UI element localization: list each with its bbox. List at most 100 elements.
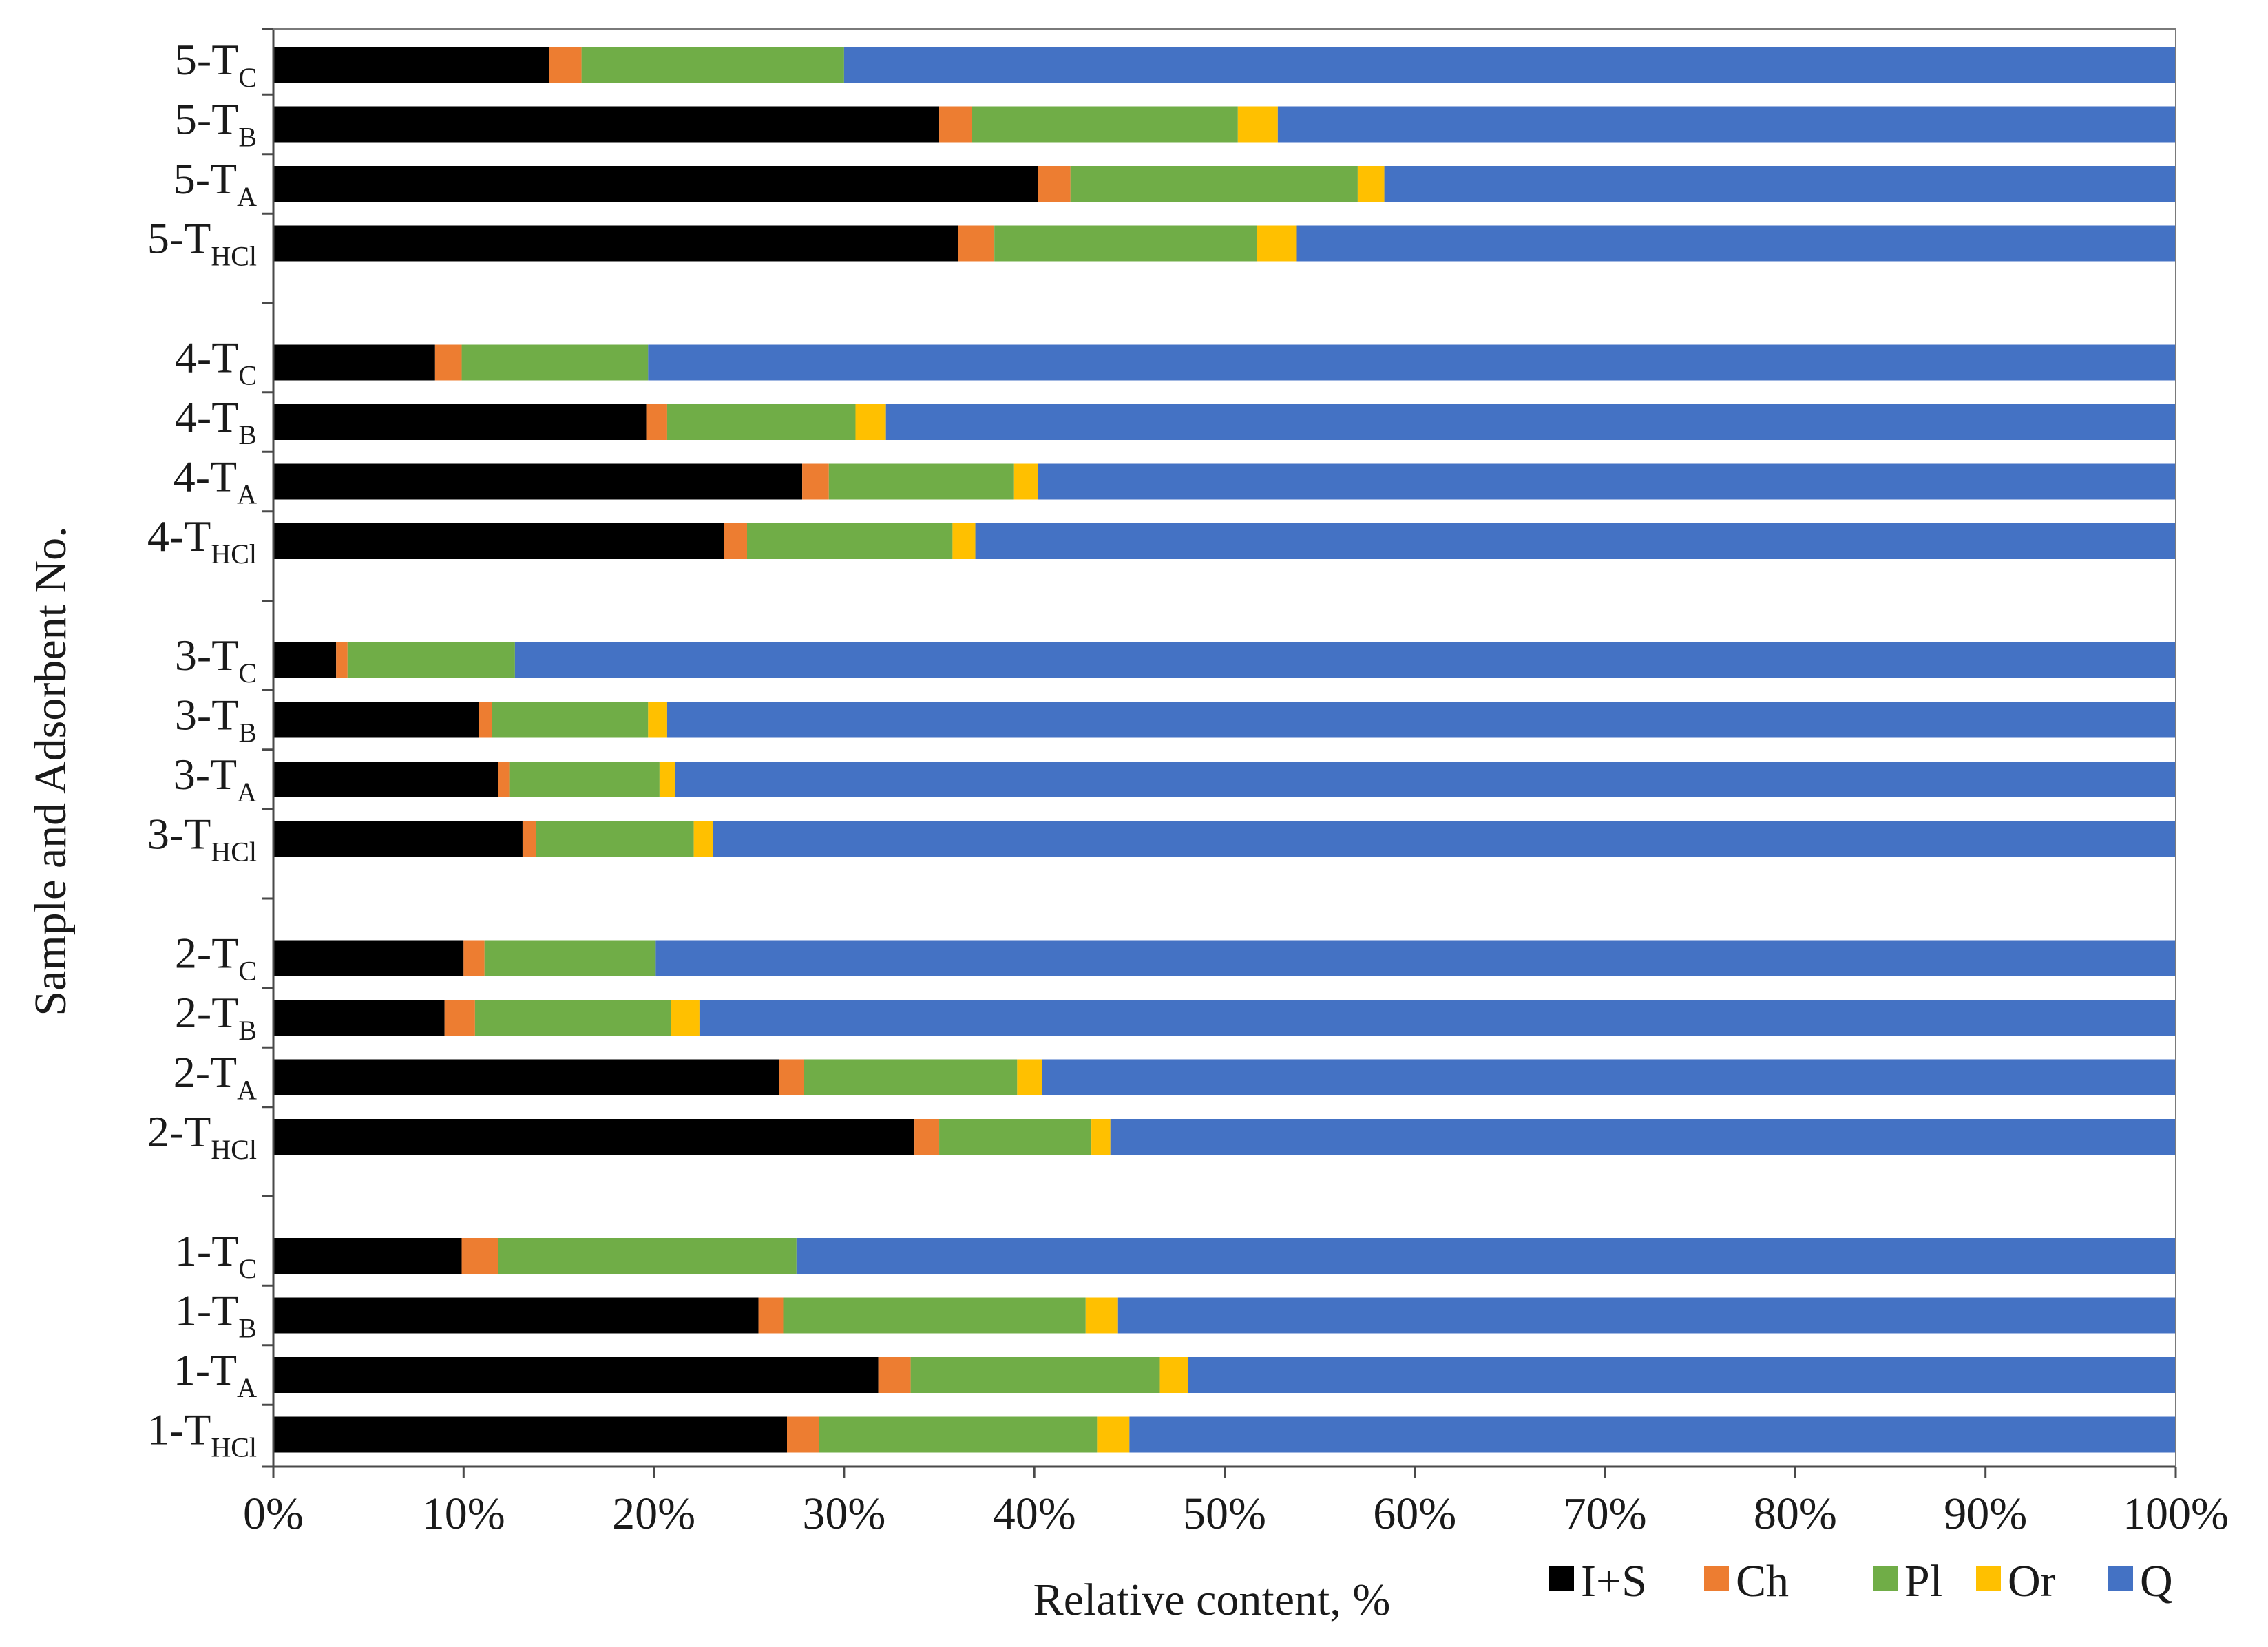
bar-segment-pl-1 <box>581 47 844 83</box>
y-category-main: 5-T <box>175 95 238 144</box>
bar-segment-is-8 <box>273 523 724 559</box>
y-category-label: 1-TC <box>175 1226 257 1284</box>
y-category-label: 2-TB <box>175 988 257 1046</box>
bar-segment-is-4 <box>273 225 958 262</box>
bar-segment-pl-5 <box>461 344 649 381</box>
bar-segment-pl-14 <box>474 1000 671 1036</box>
bar-segment-or-12 <box>693 821 713 857</box>
legend-label-is: I+S <box>1581 1556 1647 1606</box>
bar-segment-pl-13 <box>484 940 656 976</box>
legend-label-or: Or <box>2008 1556 2056 1606</box>
bar-segment-ch-18 <box>758 1297 784 1334</box>
bar-segment-ch-19 <box>878 1357 911 1393</box>
legend-swatch-or <box>1976 1566 2001 1591</box>
bar-segment-is-11 <box>273 762 498 797</box>
y-category-main: 2-T <box>175 988 238 1037</box>
bar-segment-ch-2 <box>939 106 972 143</box>
bar-segment-or-2 <box>1237 106 1278 143</box>
y-category-label: 3-THCl <box>147 810 257 868</box>
bar-segment-q-12 <box>713 821 2176 857</box>
bar-segment-or-7 <box>1013 463 1038 500</box>
bar-segment-is-5 <box>273 344 435 381</box>
bar-segment-pl-4 <box>994 225 1257 262</box>
bar-segment-is-9 <box>273 642 337 678</box>
y-category-main: 5-T <box>174 154 237 203</box>
legend-swatch-q <box>2108 1566 2133 1591</box>
legend-swatch-is <box>1549 1566 1574 1591</box>
x-tick-label: 20% <box>612 1489 695 1539</box>
y-category-main: 5-T <box>147 214 211 263</box>
bar-segment-q-1 <box>843 47 2176 83</box>
bar-segment-ch-14 <box>444 1000 475 1036</box>
bar-segment-pl-9 <box>347 642 515 678</box>
bar-segment-ch-4 <box>958 225 995 262</box>
y-category-main: 2-T <box>175 929 238 978</box>
bar-segment-or-15 <box>1017 1059 1042 1095</box>
bar-segment-pl-20 <box>819 1416 1098 1453</box>
y-category-subscript: A <box>237 181 257 212</box>
x-tick-label: 40% <box>993 1489 1076 1539</box>
y-category-subscript: B <box>238 419 257 450</box>
bar-segment-is-13 <box>273 940 464 976</box>
y-category-main: 3-T <box>175 631 238 680</box>
x-tick-label: 60% <box>1373 1489 1456 1539</box>
y-category-main: 4-T <box>175 333 238 382</box>
bar-segment-or-19 <box>1159 1357 1189 1393</box>
y-category-label: 2-THCl <box>147 1107 257 1165</box>
y-category-label: 2-TC <box>175 929 257 987</box>
bar-segment-ch-13 <box>463 940 485 976</box>
bar-segment-or-6 <box>855 404 886 440</box>
y-category-main: 1-T <box>175 1286 238 1335</box>
bar-segment-ch-20 <box>787 1416 819 1453</box>
y-category-label: 1-TB <box>175 1286 257 1344</box>
bar-segment-pl-16 <box>939 1119 1092 1155</box>
bar-segment-ch-7 <box>802 463 829 500</box>
y-category-subscript: B <box>238 1313 257 1344</box>
y-category-label: 3-TC <box>175 631 257 689</box>
bar-segment-q-3 <box>1384 166 2176 202</box>
y-category-label: 4-TB <box>175 392 257 450</box>
y-category-subscript: C <box>238 658 257 689</box>
legend-label-pl: Pl <box>1904 1556 1942 1606</box>
y-category-label: 5-TB <box>175 95 257 153</box>
bar-segment-pl-19 <box>910 1357 1160 1393</box>
bar-segment-pl-15 <box>804 1059 1018 1095</box>
y-category-subscript: C <box>238 360 257 391</box>
bar-segment-is-1 <box>273 47 549 83</box>
bar-segment-ch-8 <box>724 523 747 559</box>
bar-segment-or-3 <box>1357 166 1385 202</box>
bar-segment-pl-18 <box>783 1297 1086 1334</box>
bar-segment-is-19 <box>273 1357 879 1393</box>
y-category-subscript: B <box>238 122 257 153</box>
y-category-label: 5-TA <box>174 154 257 212</box>
bar-segment-pl-6 <box>666 404 856 440</box>
legend-label-ch: Ch <box>1736 1556 1789 1606</box>
bar-segment-or-16 <box>1091 1119 1111 1155</box>
y-category-main: 2-T <box>147 1107 211 1156</box>
bar-segment-is-16 <box>273 1119 915 1155</box>
x-tick-label: 10% <box>422 1489 505 1539</box>
bar-segment-or-8 <box>952 523 976 559</box>
y-category-subscript: A <box>237 1075 257 1106</box>
y-category-label: 4-TA <box>174 452 257 510</box>
bar-segment-q-6 <box>885 404 2176 440</box>
bar-segment-q-8 <box>975 523 2176 559</box>
bar-segment-pl-17 <box>498 1238 797 1274</box>
bar-segment-q-16 <box>1110 1119 2176 1155</box>
axes: 0% 10% 20% 30% 40% 50% 60% 70% 80% 90% 100%5-TC5-T… <box>147 28 2229 1539</box>
legend-swatch-pl <box>1873 1566 1898 1591</box>
bar-segment-q-18 <box>1117 1297 2176 1334</box>
bar-segment-ch-12 <box>522 821 536 857</box>
y-category-main: 5-T <box>175 35 238 84</box>
bar-segment-ch-3 <box>1038 166 1071 202</box>
bar-segment-q-13 <box>655 940 2176 976</box>
bar-segment-q-20 <box>1129 1416 2176 1453</box>
y-category-subscript: A <box>237 479 257 510</box>
x-tick-label: 50% <box>1183 1489 1266 1539</box>
y-category-main: 3-T <box>174 750 237 799</box>
bar-segment-pl-7 <box>828 463 1014 500</box>
bar-segment-pl-8 <box>746 523 953 559</box>
bar-segment-q-7 <box>1038 463 2176 500</box>
y-category-main: 3-T <box>175 691 238 739</box>
